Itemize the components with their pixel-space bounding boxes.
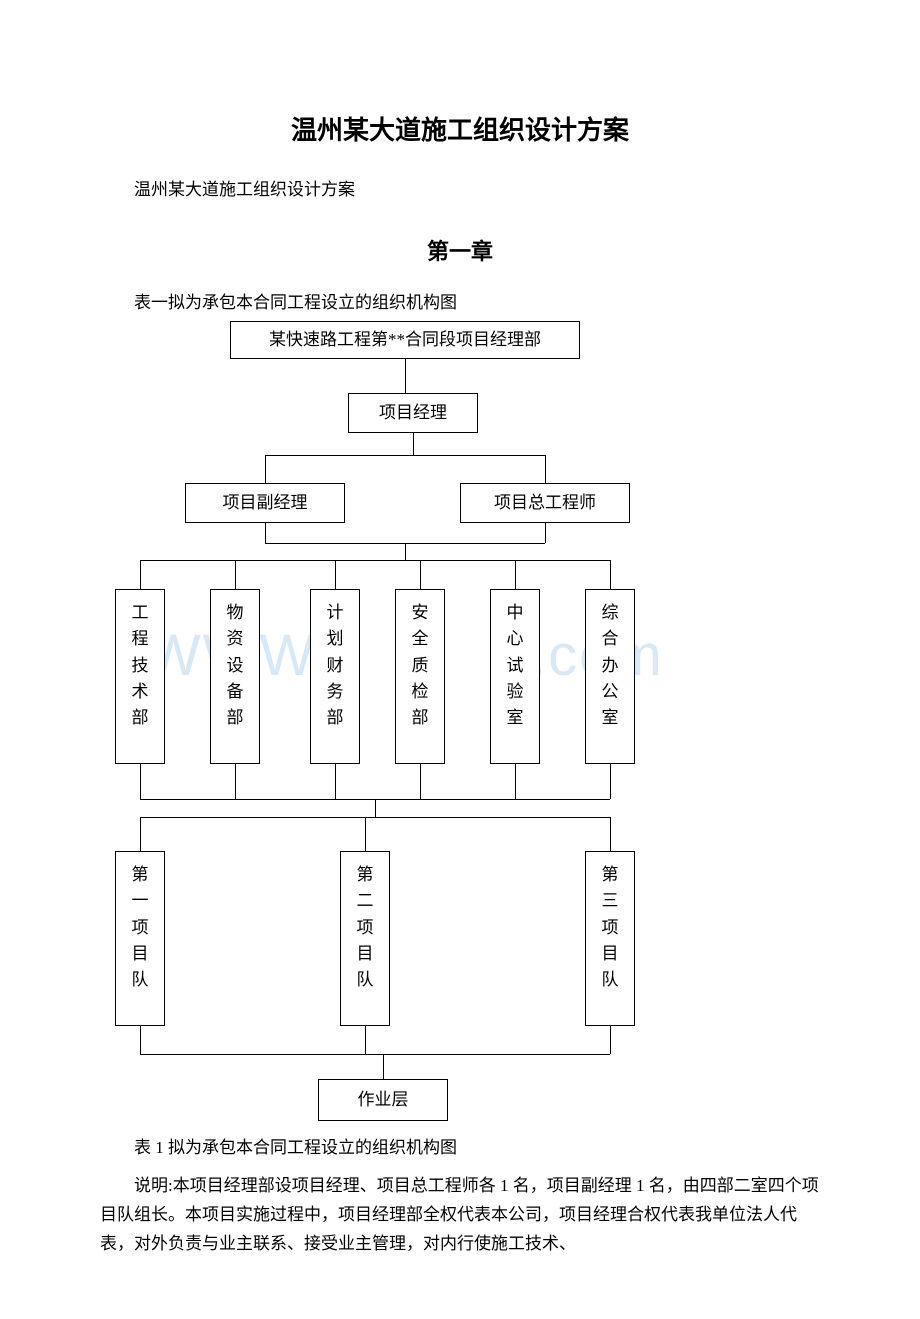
node-work: 作业层 [318, 1079, 448, 1121]
connector [515, 764, 516, 799]
connector [610, 1026, 611, 1054]
org-chart: WWW .com 某快速路工程第**合同段项目经理部 项目经理 项目副经理 项目… [100, 321, 820, 1121]
connector [413, 433, 414, 455]
node-vice-label: 项目副经理 [223, 492, 308, 515]
connector [335, 560, 336, 589]
node-work-label: 作业层 [358, 1089, 409, 1112]
connector [265, 523, 266, 543]
vlabel: 综合办公室 [602, 600, 619, 732]
node-chief-label: 项目总工程师 [494, 492, 596, 515]
connector [405, 543, 406, 560]
document-page: 温州某大道施工组织设计方案 温州某大道施工组织设计方案 第一章 表一拟为承包本合… [0, 0, 920, 1319]
connector [515, 560, 516, 589]
node-dept-5: 中心试验室 [490, 589, 540, 764]
connector [610, 560, 611, 589]
connector [610, 817, 611, 851]
doc-title: 温州某大道施工组织设计方案 [100, 110, 820, 147]
vlabel: 第一项目队 [132, 862, 149, 994]
node-dept-1: 工程技术部 [115, 589, 165, 764]
node-team-2: 第二项目队 [340, 851, 390, 1026]
connector [405, 359, 406, 393]
node-chief: 项目总工程师 [460, 483, 630, 523]
connector [140, 817, 141, 851]
connector [140, 560, 141, 589]
connector [335, 764, 336, 799]
node-team-3: 第三项目队 [585, 851, 635, 1026]
node-dept-2: 物资设备部 [210, 589, 260, 764]
node-dept-3: 计划财务部 [310, 589, 360, 764]
connector [383, 1054, 384, 1079]
vlabel: 中心试验室 [507, 600, 524, 732]
node-dept-4: 安全质检部 [395, 589, 445, 764]
connector [365, 1026, 366, 1054]
vlabel: 物资设备部 [227, 600, 244, 732]
node-manager: 项目经理 [348, 393, 478, 433]
connector [140, 1026, 141, 1054]
connector [420, 560, 421, 589]
connector [420, 764, 421, 799]
node-vice: 项目副经理 [185, 483, 345, 523]
connector [235, 764, 236, 799]
chapter-heading: 第一章 [100, 234, 820, 266]
node-top-label: 某快速路工程第**合同段项目经理部 [269, 329, 541, 352]
connector [365, 817, 366, 851]
connector [545, 455, 546, 483]
connector [140, 817, 610, 818]
doc-subtitle: 温州某大道施工组织设计方案 [100, 175, 820, 200]
vlabel: 第二项目队 [357, 862, 374, 994]
connector [140, 560, 610, 561]
intro-text: 表一拟为承包本合同工程设立的组织机构图 [100, 288, 820, 313]
node-manager-label: 项目经理 [379, 402, 447, 425]
vlabel: 工程技术部 [132, 600, 149, 732]
vlabel: 计划财务部 [327, 600, 344, 732]
vlabel: 安全质检部 [412, 600, 429, 732]
connector [545, 523, 546, 543]
node-team-1: 第一项目队 [115, 851, 165, 1026]
chart-caption: 表 1 拟为承包本合同工程设立的组织机构图 [100, 1133, 820, 1158]
connector [235, 560, 236, 589]
vlabel: 第三项目队 [602, 862, 619, 994]
node-dept-6: 综合办公室 [585, 589, 635, 764]
connector [265, 455, 545, 456]
connector [140, 1054, 610, 1055]
connector [265, 455, 266, 483]
connector [610, 764, 611, 799]
node-top: 某快速路工程第**合同段项目经理部 [230, 321, 580, 359]
explain-text: 说明:本项目经理部设项目经理、项目总工程师各 1 名，项目副经理 1 名，由四部… [100, 1172, 820, 1259]
connector [375, 799, 376, 817]
connector [140, 764, 141, 799]
